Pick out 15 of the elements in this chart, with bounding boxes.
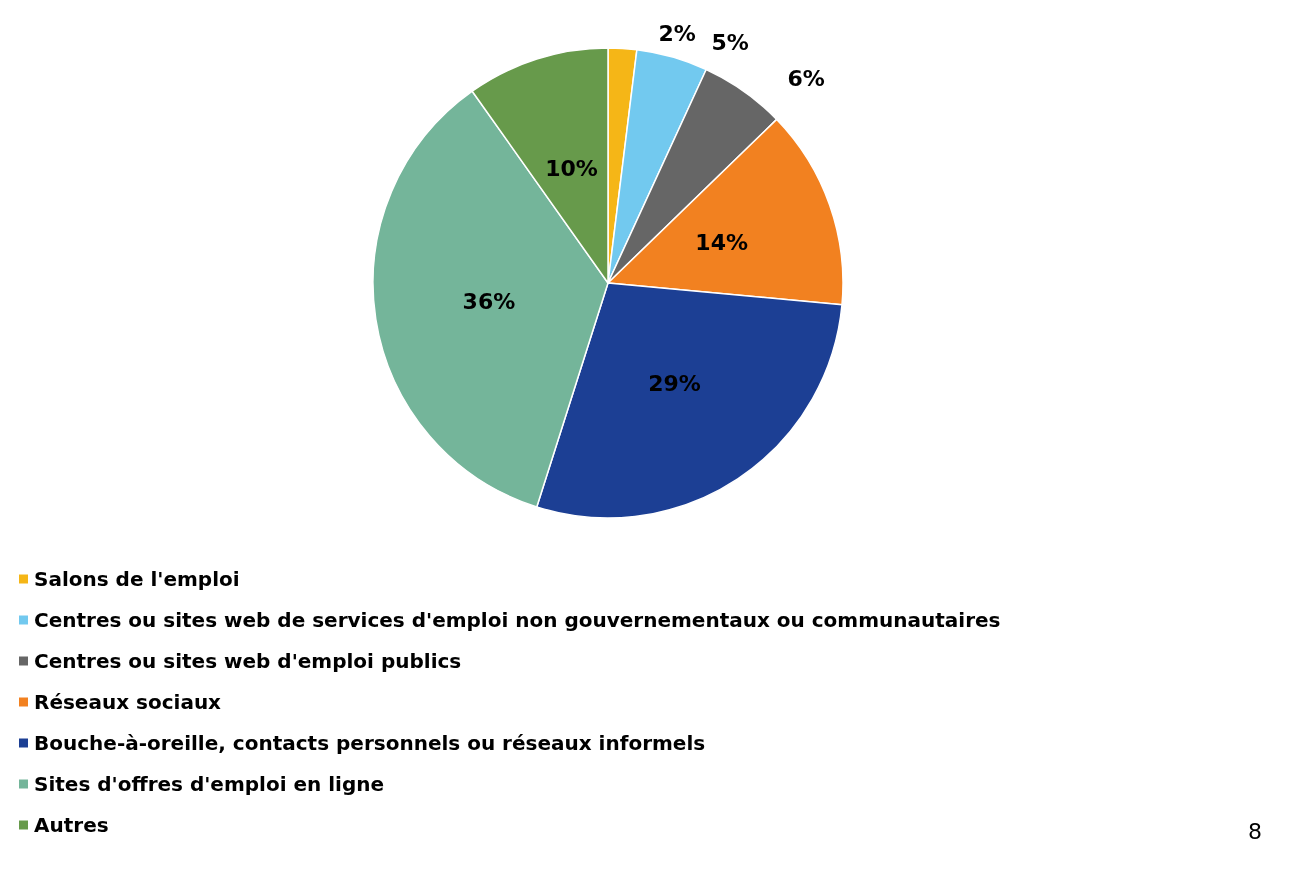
text: 8 [1248,818,1262,844]
legend-label: Autres [34,813,109,837]
data-label: 36% [462,288,516,314]
legend-label: Centres ou sites web de services d'emploi non gouvernementaux ou communautaires [34,608,1001,632]
legend-label: Sites d'offres d'emploi en ligne [34,772,385,796]
legend-label: Salons de l'emploi [34,567,240,591]
legend-label: Réseaux sociaux [34,690,222,714]
data-label: 14% [695,230,748,256]
legend-label: Centres ou sites web d'emploi publics [34,649,462,673]
legend-label: Bouche-à-oreille, contacts personnels ou réseaux informels [34,731,706,755]
data-label: 5% [711,30,749,56]
data-label: 29% [648,370,701,396]
data-label: 6% [787,66,825,92]
data-label: 2% [658,20,696,46]
data-label: 10% [545,155,598,181]
